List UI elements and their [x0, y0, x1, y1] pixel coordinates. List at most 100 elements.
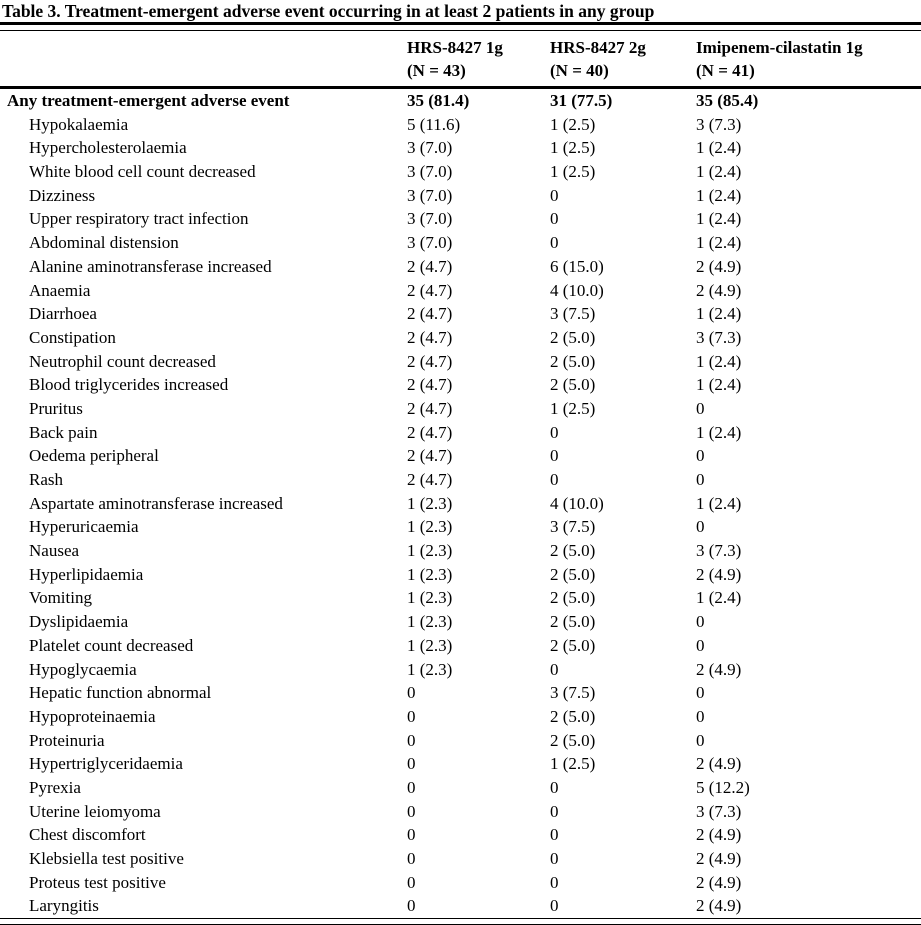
row-label: Proteinuria — [29, 730, 105, 750]
row-label: Uterine leiomyoma — [29, 801, 161, 821]
row-label: Diarrhoea — [29, 304, 97, 324]
table-row: Pruritus 2 (4.7) 1 (2.5) 0 — [0, 397, 921, 421]
cell-hrs8427-1g: 1 (2.3) — [407, 635, 453, 655]
table-row: Laryngitis 0 0 2 (4.9) — [0, 894, 921, 918]
cell-hrs8427-1g: 2 (4.7) — [407, 280, 453, 300]
cell-hrs8427-2g: 31 (77.5) — [550, 91, 613, 110]
cell-hrs8427-1g: 1 (2.3) — [407, 659, 453, 679]
cell-hrs8427-2g: 2 (5.0) — [550, 612, 596, 632]
cell-hrs8427-1g: 0 — [407, 872, 416, 892]
cell-imipenem-cilastatin: 2 (4.9) — [696, 825, 742, 845]
cell-hrs8427-1g: 0 — [407, 896, 416, 916]
cell-hrs8427-2g: 1 (2.5) — [550, 754, 596, 774]
table-row: Chest discomfort 0 0 2 (4.9) — [0, 823, 921, 847]
row-label: Pruritus — [29, 398, 83, 418]
row-label: Vomiting — [29, 588, 92, 608]
cell-imipenem-cilastatin: 3 (7.3) — [696, 327, 742, 347]
cell-hrs8427-2g: 2 (5.0) — [550, 351, 596, 371]
cell-hrs8427-1g: 0 — [407, 683, 416, 703]
cell-hrs8427-1g: 35 (81.4) — [407, 91, 470, 110]
cell-hrs8427-1g: 3 (7.0) — [407, 162, 453, 182]
table-row: Anaemia 2 (4.7) 4 (10.0) 2 (4.9) — [0, 279, 921, 303]
table-row: Nausea 1 (2.3) 2 (5.0) 3 (7.3) — [0, 539, 921, 563]
row-label: Laryngitis — [29, 896, 99, 916]
cell-imipenem-cilastatin: 1 (2.4) — [696, 185, 742, 205]
cell-hrs8427-1g: 0 — [407, 730, 416, 750]
cell-hrs8427-1g: 2 (4.7) — [407, 351, 453, 371]
table-row: Dizziness 3 (7.0) 0 1 (2.4) — [0, 184, 921, 208]
table-row: Proteus test positive 0 0 2 (4.9) — [0, 871, 921, 895]
cell-hrs8427-2g: 1 (2.5) — [550, 114, 596, 134]
cell-hrs8427-1g: 3 (7.0) — [407, 185, 453, 205]
column-name: HRS-8427 2g — [550, 38, 646, 57]
column-name: HRS-8427 1g — [407, 38, 503, 57]
table-row: Rash 2 (4.7) 0 0 — [0, 468, 921, 492]
row-label: Blood triglycerides increased — [29, 375, 229, 395]
column-header-spacer — [0, 36, 407, 82]
row-label: Hepatic function abnormal — [29, 683, 212, 703]
row-label: Nausea — [29, 541, 80, 561]
table-header-row: HRS-8427 1g (N = 43) HRS-8427 2g (N = 40… — [0, 31, 921, 86]
table-row: Dyslipidaemia 1 (2.3) 2 (5.0) 0 — [0, 610, 921, 634]
cell-hrs8427-1g: 0 — [407, 754, 416, 774]
column-header-hrs8427-2g: HRS-8427 2g (N = 40) — [550, 36, 696, 82]
cell-imipenem-cilastatin: 0 — [696, 635, 705, 655]
cell-hrs8427-2g: 1 (2.5) — [550, 162, 596, 182]
column-name: Imipenem-cilastatin 1g — [696, 38, 863, 57]
cell-imipenem-cilastatin: 1 (2.4) — [696, 209, 742, 229]
cell-imipenem-cilastatin: 0 — [696, 398, 705, 418]
cell-imipenem-cilastatin: 1 (2.4) — [696, 162, 742, 182]
row-label: Pyrexia — [29, 777, 81, 797]
cell-imipenem-cilastatin: 1 (2.4) — [696, 422, 742, 442]
table-row: Hyperuricaemia 1 (2.3) 3 (7.5) 0 — [0, 515, 921, 539]
row-label: Aspartate aminotransferase increased — [29, 493, 283, 513]
table-row: Alanine aminotransferase increased 2 (4.… — [0, 255, 921, 279]
cell-imipenem-cilastatin: 2 (4.9) — [696, 256, 742, 276]
table-row: Hepatic function abnormal 0 3 (7.5) 0 — [0, 681, 921, 705]
cell-hrs8427-1g: 1 (2.3) — [407, 612, 453, 632]
row-label: Hyperuricaemia — [29, 517, 139, 537]
top-rule — [0, 22, 921, 31]
cell-hrs8427-1g: 1 (2.3) — [407, 493, 453, 513]
cell-imipenem-cilastatin: 1 (2.4) — [696, 233, 742, 253]
cell-imipenem-cilastatin: 0 — [696, 517, 705, 537]
table-row: Back pain 2 (4.7) 0 1 (2.4) — [0, 421, 921, 445]
cell-hrs8427-2g: 4 (10.0) — [550, 493, 604, 513]
cell-hrs8427-1g: 2 (4.7) — [407, 256, 453, 276]
row-label: Dyslipidaemia — [29, 612, 129, 632]
cell-hrs8427-1g: 2 (4.7) — [407, 398, 453, 418]
cell-hrs8427-2g: 0 — [550, 825, 559, 845]
row-label: Any treatment-emergent adverse event — [7, 91, 290, 110]
table-row: Hypokalaemia 5 (11.6) 1 (2.5) 3 (7.3) — [0, 113, 921, 137]
row-label: Hypertriglyceridaemia — [29, 754, 183, 774]
cell-hrs8427-2g: 0 — [550, 185, 559, 205]
cell-hrs8427-1g: 1 (2.3) — [407, 588, 453, 608]
cell-imipenem-cilastatin: 0 — [696, 706, 705, 726]
cell-imipenem-cilastatin: 3 (7.3) — [696, 541, 742, 561]
table-row: Hypoproteinaemia 0 2 (5.0) 0 — [0, 705, 921, 729]
cell-hrs8427-2g: 2 (5.0) — [550, 327, 596, 347]
cell-imipenem-cilastatin: 2 (4.9) — [696, 280, 742, 300]
cell-hrs8427-2g: 0 — [550, 801, 559, 821]
row-label: Abdominal distension — [29, 233, 179, 253]
cell-imipenem-cilastatin: 0 — [696, 470, 705, 489]
table-row: Pyrexia 0 0 5 (12.2) — [0, 776, 921, 800]
cell-hrs8427-1g: 0 — [407, 849, 416, 868]
cell-hrs8427-2g: 0 — [550, 233, 559, 253]
row-label: Hypokalaemia — [29, 114, 129, 134]
cell-hrs8427-2g: 0 — [550, 470, 559, 489]
table-row: White blood cell count decreased 3 (7.0)… — [0, 160, 921, 184]
cell-hrs8427-1g: 3 (7.0) — [407, 209, 453, 229]
cell-hrs8427-1g: 2 (4.7) — [407, 446, 453, 466]
table-row: Diarrhoea 2 (4.7) 3 (7.5) 1 (2.4) — [0, 302, 921, 326]
cell-imipenem-cilastatin: 2 (4.9) — [696, 849, 742, 868]
cell-hrs8427-2g: 0 — [550, 446, 559, 466]
table-row: Aspartate aminotransferase increased 1 (… — [0, 492, 921, 516]
cell-imipenem-cilastatin: 0 — [696, 446, 705, 466]
cell-hrs8427-1g: 0 — [407, 801, 416, 821]
row-label: Oedema peripheral — [29, 446, 159, 466]
cell-imipenem-cilastatin: 1 (2.4) — [696, 351, 742, 371]
row-label: Back pain — [29, 422, 98, 442]
cell-hrs8427-2g: 3 (7.5) — [550, 683, 596, 703]
